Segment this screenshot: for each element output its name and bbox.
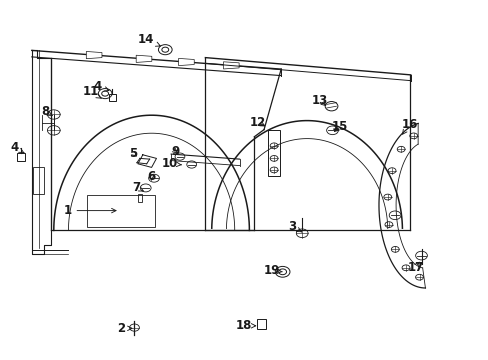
Text: 8: 8: [41, 105, 52, 118]
Bar: [108, 94, 116, 101]
Text: 2: 2: [117, 322, 132, 335]
Text: 4: 4: [94, 80, 109, 93]
Text: 17: 17: [407, 261, 423, 274]
Text: 12: 12: [249, 116, 266, 129]
Bar: [87, 195, 154, 227]
Polygon shape: [223, 62, 239, 69]
Text: 9: 9: [171, 145, 179, 158]
Text: 3: 3: [288, 220, 301, 233]
Polygon shape: [136, 55, 151, 62]
Bar: [267, 130, 280, 176]
Text: 15: 15: [331, 120, 347, 133]
Text: 10: 10: [162, 157, 181, 170]
Bar: [138, 194, 142, 202]
Text: 5: 5: [129, 147, 137, 159]
Polygon shape: [86, 51, 102, 59]
Text: 13: 13: [311, 94, 328, 107]
Text: 18: 18: [235, 319, 255, 332]
Text: 1: 1: [63, 204, 116, 217]
Text: 6: 6: [147, 170, 155, 183]
Text: 16: 16: [401, 118, 417, 134]
Text: 14: 14: [137, 33, 160, 46]
Bar: [256, 319, 265, 329]
Bar: [17, 153, 25, 161]
Text: 4: 4: [11, 141, 24, 154]
Text: 11: 11: [82, 85, 101, 98]
Polygon shape: [178, 58, 194, 66]
Text: 19: 19: [263, 264, 282, 277]
Text: 7: 7: [132, 181, 143, 194]
Bar: [33, 167, 44, 194]
